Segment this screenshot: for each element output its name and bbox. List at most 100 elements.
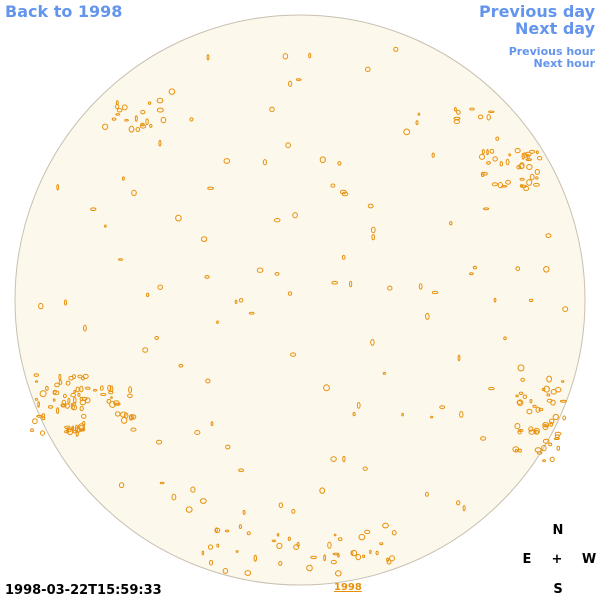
contour bbox=[332, 552, 340, 556]
contour bbox=[534, 168, 540, 175]
contour bbox=[554, 431, 562, 436]
contour bbox=[538, 407, 544, 412]
contour bbox=[358, 533, 366, 541]
contour bbox=[149, 124, 153, 128]
contour bbox=[225, 444, 231, 450]
contour bbox=[100, 393, 107, 396]
contour bbox=[37, 401, 40, 408]
contour bbox=[499, 161, 503, 167]
contour bbox=[52, 389, 57, 395]
compass-north: N bbox=[552, 523, 564, 538]
contour bbox=[339, 189, 347, 195]
contour bbox=[514, 148, 521, 154]
contour bbox=[533, 429, 537, 434]
contour bbox=[70, 392, 77, 398]
contour bbox=[235, 550, 239, 553]
contour bbox=[287, 536, 291, 541]
contour bbox=[417, 112, 421, 116]
contour bbox=[269, 106, 275, 113]
contour bbox=[425, 312, 430, 320]
contour bbox=[552, 413, 559, 421]
contour bbox=[185, 506, 193, 513]
contour bbox=[544, 424, 549, 428]
contour bbox=[516, 400, 522, 405]
contour bbox=[207, 544, 214, 550]
contour bbox=[72, 374, 76, 380]
contour bbox=[393, 46, 399, 52]
contour bbox=[515, 394, 519, 398]
contour bbox=[333, 533, 337, 537]
contour bbox=[115, 103, 120, 110]
contour bbox=[517, 364, 525, 372]
contour bbox=[60, 403, 67, 408]
contour bbox=[157, 284, 163, 290]
contour bbox=[497, 182, 504, 189]
contour bbox=[486, 114, 491, 121]
contour bbox=[215, 527, 218, 533]
contour bbox=[431, 290, 439, 295]
previous-day-link[interactable]: Previous day bbox=[478, 2, 595, 21]
contour bbox=[273, 218, 281, 223]
contour bbox=[517, 429, 524, 432]
contour bbox=[276, 542, 283, 550]
compass-east: E bbox=[522, 552, 532, 567]
compass-west: W bbox=[581, 552, 597, 567]
contour bbox=[128, 386, 133, 393]
contour bbox=[278, 560, 283, 566]
contour bbox=[77, 374, 83, 379]
contour bbox=[64, 299, 67, 306]
next-hour-link[interactable]: Next hour bbox=[533, 57, 596, 70]
contour bbox=[349, 280, 353, 288]
contour bbox=[367, 203, 374, 209]
contour bbox=[526, 153, 530, 160]
contour bbox=[171, 493, 177, 501]
contour bbox=[234, 299, 238, 304]
contour bbox=[194, 430, 201, 435]
contour bbox=[238, 524, 242, 529]
back-link[interactable]: Back to 1998 bbox=[5, 2, 123, 21]
contour bbox=[519, 177, 525, 181]
contour bbox=[526, 179, 533, 186]
contour bbox=[543, 266, 550, 273]
contour bbox=[532, 404, 537, 408]
contour bbox=[431, 152, 435, 158]
contour bbox=[365, 66, 371, 73]
contour bbox=[276, 533, 280, 537]
contour bbox=[278, 502, 284, 509]
contour bbox=[501, 185, 508, 188]
contour bbox=[45, 385, 49, 391]
contour bbox=[47, 405, 54, 409]
contour bbox=[529, 173, 535, 181]
contour bbox=[453, 119, 460, 124]
contour bbox=[295, 78, 302, 81]
contour bbox=[352, 412, 356, 417]
next-day-link[interactable]: Next day bbox=[515, 19, 595, 38]
contour bbox=[79, 396, 84, 402]
contour bbox=[108, 390, 114, 395]
contour bbox=[107, 385, 112, 392]
contour bbox=[73, 397, 77, 404]
contour bbox=[546, 393, 551, 397]
contour bbox=[75, 430, 79, 437]
contour bbox=[154, 335, 159, 340]
contour bbox=[238, 298, 244, 303]
contour bbox=[528, 298, 534, 303]
contour bbox=[288, 80, 293, 87]
contour bbox=[481, 172, 488, 176]
contour bbox=[116, 108, 123, 113]
contour bbox=[122, 176, 125, 181]
contour bbox=[83, 324, 87, 332]
contour bbox=[521, 152, 525, 160]
contour bbox=[375, 550, 379, 556]
previous-hour-link[interactable]: Previous hour bbox=[508, 45, 595, 58]
year-link[interactable]: 1998 bbox=[334, 582, 362, 593]
contour bbox=[449, 221, 453, 226]
contour bbox=[456, 109, 461, 115]
contour bbox=[210, 421, 214, 427]
contour bbox=[534, 447, 542, 453]
contour bbox=[535, 406, 541, 413]
contour bbox=[505, 158, 510, 166]
contour bbox=[238, 468, 245, 473]
contour bbox=[495, 136, 500, 141]
contour bbox=[482, 207, 490, 211]
